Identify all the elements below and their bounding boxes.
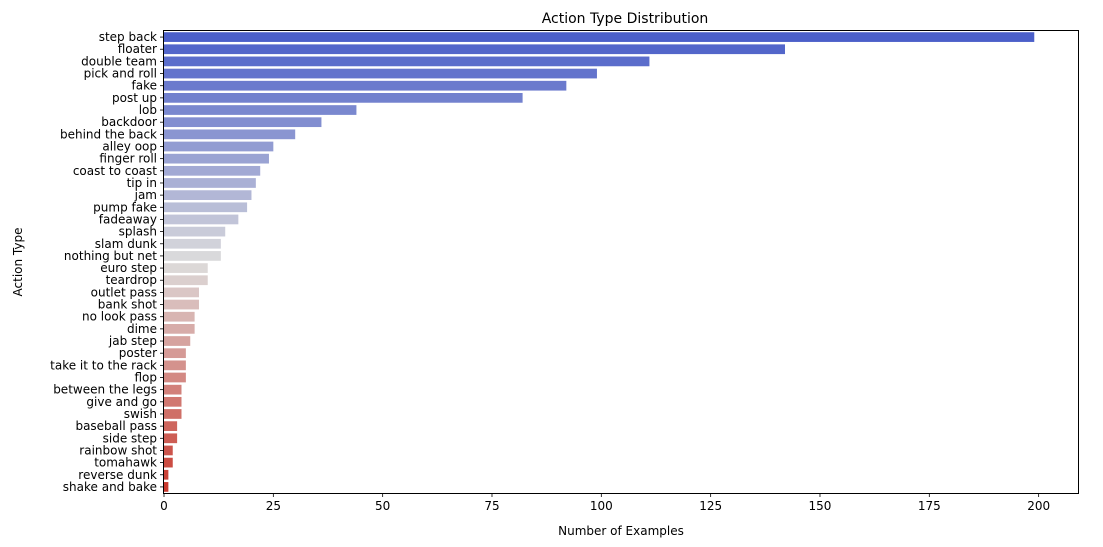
y-tick-label: slam dunk [95, 237, 157, 251]
y-tick-label: flop [134, 371, 157, 385]
y-tick-label: coast to coast [73, 164, 157, 178]
y-tick-label: behind the back [60, 127, 157, 141]
y-tick-label: lob [139, 103, 157, 117]
x-tick-label: 0 [160, 499, 168, 513]
x-tick-label: 25 [266, 499, 281, 513]
bar-rainbow-shot [164, 445, 173, 456]
y-tick-label: double team [81, 54, 157, 68]
y-tick-label: teardrop [106, 273, 157, 287]
bar-double-team [164, 56, 650, 67]
bar-no-look-pass [164, 311, 195, 322]
y-tick-label: tip in [127, 176, 157, 190]
bar-flop [164, 372, 186, 383]
bar-tomahawk [164, 457, 173, 468]
bar-side-step [164, 433, 178, 444]
y-tick-label: bank shot [98, 298, 158, 312]
bar-tip-in [164, 178, 256, 188]
bar-slam-dunk [164, 238, 221, 249]
y-tick-label: pump fake [93, 200, 157, 214]
x-tick-label: 50 [375, 499, 390, 513]
y-tick-label: splash [119, 225, 157, 239]
bar-post-up [164, 93, 523, 103]
y-tick-label: post up [112, 91, 157, 105]
y-tick-label: alley oop [102, 140, 157, 154]
x-tick-label: 125 [699, 499, 722, 513]
y-tick-label: fake [132, 79, 157, 93]
y-tick-label: side step [103, 431, 157, 445]
x-tick-label: 100 [590, 499, 613, 513]
y-tick-label: euro step [100, 261, 157, 275]
y-tick-label: rainbow shot [79, 443, 157, 457]
x-tick-label: 200 [1027, 499, 1050, 513]
bar-teardrop [164, 275, 208, 286]
y-tick-label: between the legs [53, 383, 157, 397]
y-tick-label: jam [134, 188, 157, 202]
bar-dime [164, 324, 195, 334]
bar-shake-and-bake [164, 482, 169, 492]
bars-group [164, 32, 1035, 492]
x-tick-label: 75 [484, 499, 499, 513]
bar-bank-shot [164, 299, 199, 310]
y-tick-label: pick and roll [84, 67, 157, 81]
bar-poster [164, 348, 186, 359]
bar-pump-fake [164, 202, 248, 213]
x-tick-label: 150 [809, 499, 832, 513]
bar-fake [164, 80, 567, 91]
bar-jab-step [164, 336, 191, 346]
bar-fadeaway [164, 214, 239, 225]
bar-step-back [164, 32, 1035, 42]
y-tick-label: jab step [108, 334, 157, 348]
bar-give-and-go [164, 396, 182, 407]
bar-outlet-pass [164, 287, 199, 298]
bar-finger-roll [164, 153, 269, 164]
y-tick-label: tomahawk [94, 456, 157, 470]
y-tick-label: floater [118, 42, 157, 56]
y-tick-label: backdoor [101, 115, 157, 129]
y-tick-label: fadeaway [99, 212, 157, 226]
bar-pick-and-roll [164, 68, 597, 79]
bar-baseball-pass [164, 421, 178, 431]
bar-reverse-dunk [164, 469, 169, 480]
plot-frame [163, 30, 1079, 494]
bar-floater [164, 44, 785, 55]
bar-behind-the-back [164, 129, 296, 140]
y-tick-label: swish [124, 407, 157, 421]
bar-coast-to-coast [164, 165, 261, 176]
y-tick-label: poster [119, 346, 157, 360]
bar-backdoor [164, 117, 322, 128]
bar-swish [164, 409, 182, 419]
y-tick-label: baseball pass [75, 419, 157, 433]
y-tick-label: no look pass [82, 310, 157, 324]
x-tick-label: 175 [918, 499, 941, 513]
y-tick-label: shake and bake [63, 480, 157, 494]
y-tick-label: give and go [86, 395, 157, 409]
y-tick-label: reverse dunk [78, 468, 157, 482]
chart-title: Action Type Distribution [542, 11, 709, 27]
y-tick-label: finger roll [99, 152, 157, 166]
bar-splash [164, 226, 226, 237]
y-tick-label: dime [127, 322, 157, 336]
bar-nothing-but-net [164, 251, 221, 261]
x-ticks: 0 25 50 75 100 125 150 175 200 [160, 493, 1050, 513]
x-axis-title: Number of Examples [558, 524, 684, 538]
bar-jam [164, 190, 252, 200]
bar-euro-step [164, 263, 208, 273]
y-tick-label: take it to the rack [50, 358, 157, 372]
y-tick-label: nothing but net [64, 249, 157, 263]
bar-take-it-to-the-rack [164, 360, 186, 371]
y-axis-title: Action Type [11, 228, 25, 297]
bar-between-the-legs [164, 384, 182, 395]
bar-alley-oop [164, 141, 274, 152]
y-tick-label: step back [99, 30, 157, 44]
bar-lob [164, 105, 357, 115]
y-tick-label: outlet pass [91, 285, 157, 299]
